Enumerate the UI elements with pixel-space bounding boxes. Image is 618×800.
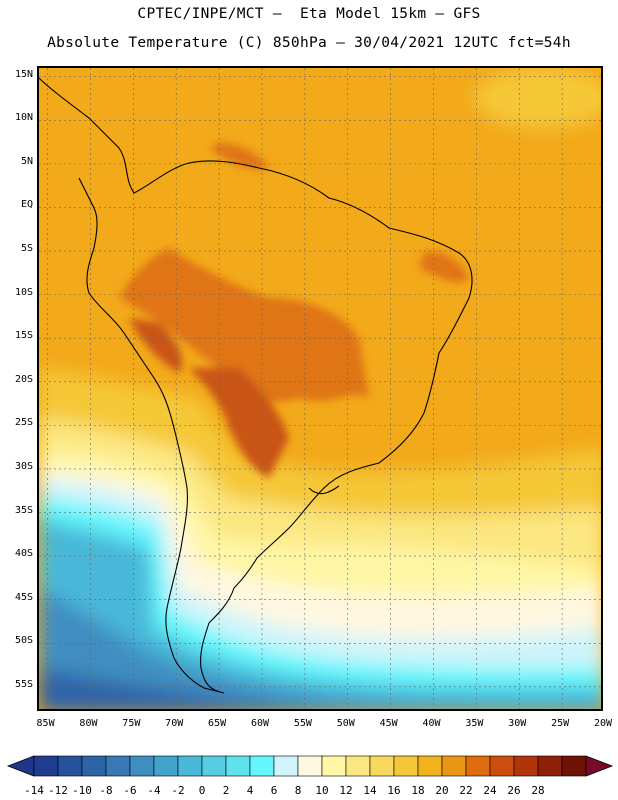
lat-tick-label: 15S bbox=[14, 330, 33, 342]
lon-tick-label: 75W bbox=[122, 718, 141, 729]
colorbar-swatch bbox=[321, 755, 347, 777]
lat-tick-label: 10S bbox=[14, 286, 33, 298]
hottest-region-chaco bbox=[189, 368, 289, 478]
colorbar-swatch bbox=[489, 755, 515, 777]
colorbar-swatch bbox=[177, 755, 203, 777]
lon-tick-label: 40W bbox=[422, 718, 441, 729]
colorbar-swatch bbox=[393, 755, 419, 777]
colorbar-tick-label: -2 bbox=[171, 784, 185, 797]
colorbar-swatch bbox=[417, 755, 443, 777]
lon-tick-label: 80W bbox=[79, 718, 98, 729]
colorbar-swatch bbox=[345, 755, 371, 777]
colorbar-tick-label: -6 bbox=[123, 784, 137, 797]
hot-region-interior bbox=[119, 248, 369, 402]
lon-tick-label: 65W bbox=[208, 718, 227, 729]
coastline bbox=[39, 77, 473, 694]
colorbar-swatch bbox=[369, 755, 395, 777]
band-minus8 bbox=[39, 668, 302, 709]
rio-de-la-plata bbox=[308, 485, 340, 495]
hot-region-venezuela bbox=[209, 143, 269, 170]
lon-tick-label: 45W bbox=[379, 718, 398, 729]
colorbar-swatch bbox=[57, 755, 83, 777]
colorbar-tick-label: 10 bbox=[315, 784, 329, 797]
colorbar-tick-label: 14 bbox=[363, 784, 377, 797]
colorbar-swatch bbox=[273, 755, 299, 777]
colorbar-swatch bbox=[129, 755, 155, 777]
lat-tick-label: 15N bbox=[14, 68, 33, 80]
colorbar-swatch bbox=[81, 755, 107, 777]
colorbar-tick-label: 16 bbox=[387, 784, 401, 797]
colorbar-tick-label: 22 bbox=[459, 784, 473, 797]
hot-region-northeast bbox=[419, 251, 469, 283]
hottest-region-andes bbox=[129, 318, 183, 373]
lon-tick-label: 85W bbox=[36, 718, 55, 729]
lon-tick-label: 60W bbox=[250, 718, 269, 729]
band-minus4 bbox=[39, 588, 601, 709]
colorbar-tick-label: 18 bbox=[411, 784, 425, 797]
lat-tick-label: 30S bbox=[14, 460, 33, 472]
colorbar-tick-label: -10 bbox=[72, 784, 92, 797]
colorbar-tick-label: 26 bbox=[507, 784, 521, 797]
lon-tick-label: 20W bbox=[593, 718, 613, 729]
graticule bbox=[39, 68, 601, 709]
colorbar-legend bbox=[6, 755, 614, 777]
lat-tick-label: 25S bbox=[14, 417, 33, 429]
colorbar-tick-label: 4 bbox=[246, 784, 254, 797]
colorbar-swatch bbox=[561, 755, 587, 777]
colorbar-swatch bbox=[201, 755, 227, 777]
band-0 bbox=[39, 518, 601, 709]
warm-patch-caribbean bbox=[474, 68, 601, 128]
map-title-line2: Absolute Temperature (C) 850hPa – 30/04/… bbox=[47, 35, 571, 51]
temperature-field-map bbox=[39, 68, 601, 709]
colorbar-swatch bbox=[33, 755, 59, 777]
lat-tick-label: 5N bbox=[20, 155, 33, 167]
colorbar-swatch bbox=[441, 755, 467, 777]
map-title-line1: CPTEC/INPE/MCT – Eta Model 15km – GFS bbox=[137, 6, 481, 22]
lat-tick-label: 45S bbox=[14, 591, 33, 603]
colorbar-swatch bbox=[105, 755, 131, 777]
lat-tick-label: 20S bbox=[14, 373, 33, 385]
south-america-coast bbox=[39, 77, 473, 694]
lat-tick-label: 10N bbox=[14, 112, 33, 124]
warm-patch-atlantic bbox=[499, 516, 579, 560]
colorbar-tick-label: -8 bbox=[99, 784, 113, 797]
lon-tick-label: 70W bbox=[165, 718, 184, 729]
lat-tick-label: 40S bbox=[14, 548, 33, 560]
colorbar-tick-label: 20 bbox=[435, 784, 449, 797]
lon-tick-label: 50W bbox=[336, 718, 355, 729]
colorbar-tick-label: 24 bbox=[483, 784, 497, 797]
colorbar-tick-label: 28 bbox=[531, 784, 545, 797]
colorbar-swatch bbox=[153, 755, 179, 777]
colorbar-swatch bbox=[297, 755, 323, 777]
colorbar-swatch bbox=[465, 755, 491, 777]
colorbar-tick-label: -12 bbox=[48, 784, 68, 797]
lat-tick-label: 50S bbox=[14, 635, 33, 647]
colorbar-min-arrow bbox=[6, 755, 35, 777]
colorbar-tick-label: 12 bbox=[339, 784, 353, 797]
lon-tick-label: 35W bbox=[465, 718, 484, 729]
lon-tick-label: 55W bbox=[293, 718, 312, 729]
colorbar-swatch bbox=[225, 755, 251, 777]
lat-tick-label: 55S bbox=[14, 678, 33, 690]
lat-tick-label: EQ bbox=[20, 199, 33, 211]
colorbar-swatch bbox=[513, 755, 539, 777]
colorbar-tick-label: 6 bbox=[270, 784, 278, 797]
colorbar-tick-label: -4 bbox=[147, 784, 161, 797]
lon-tick-label: 25W bbox=[551, 718, 570, 729]
colorbar-max-arrow bbox=[585, 755, 614, 777]
lon-tick-label: 30W bbox=[508, 718, 527, 729]
colorbar-swatch bbox=[537, 755, 563, 777]
colorbar-tick-label: 8 bbox=[294, 784, 302, 797]
colorbar-swatch bbox=[249, 755, 275, 777]
colorbar-tick-label: -14 bbox=[24, 784, 44, 797]
lat-tick-label: 5S bbox=[20, 243, 33, 255]
lat-tick-label: 35S bbox=[14, 504, 33, 516]
map-frame bbox=[37, 66, 603, 711]
colorbar-tick-label: 0 bbox=[198, 784, 206, 797]
colorbar-tick-label: 2 bbox=[222, 784, 230, 797]
